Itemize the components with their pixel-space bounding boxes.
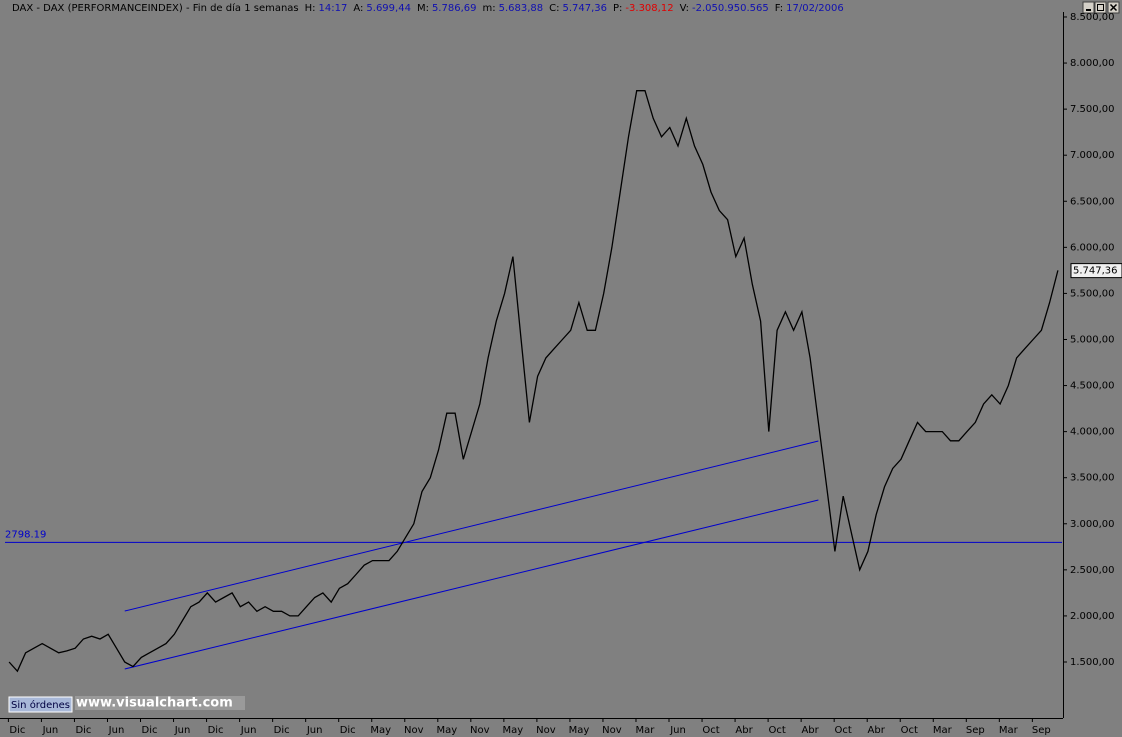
- watermark: www.visualchart.com: [76, 696, 233, 711]
- horizontal-line-label: 2798.19: [5, 529, 46, 540]
- x-tick-label: Dic: [75, 725, 91, 736]
- x-tick-label: Nov: [470, 725, 490, 736]
- x-tick-label: Jun: [174, 725, 191, 736]
- x-tick-label: Nov: [404, 725, 424, 736]
- x-tick-label: Oct: [702, 725, 719, 736]
- y-tick-label: 6.000,00: [1070, 242, 1115, 253]
- header-label: m:: [482, 3, 495, 14]
- y-tick-label: 7.500,00: [1070, 104, 1115, 115]
- y-tick-label: 6.500,00: [1070, 196, 1115, 207]
- x-tick-label: Dic: [274, 725, 290, 736]
- x-tick-label: Nov: [536, 725, 556, 736]
- watermark-box: [75, 696, 245, 710]
- x-tick-label: Abr: [735, 725, 753, 736]
- x-tick-label: Abr: [868, 725, 886, 736]
- header-label: M:: [417, 3, 429, 14]
- x-tick-label: Dic: [9, 725, 25, 736]
- x-tick-label: Jun: [306, 725, 323, 736]
- y-tick-label: 4.500,00: [1070, 381, 1115, 392]
- icon: [1109, 3, 1118, 12]
- icon: [1097, 4, 1104, 11]
- minimize-button[interactable]: [1082, 1, 1095, 14]
- header-label: C:: [549, 3, 559, 14]
- x-tick-label: Oct: [835, 725, 852, 736]
- trendline: [124, 499, 819, 670]
- x-tick-label: Mar: [933, 725, 953, 736]
- y-tick-label: 8.500,00: [1070, 12, 1115, 23]
- y-tick-label: 1.500,00: [1070, 657, 1115, 668]
- window-controls: [1082, 1, 1120, 14]
- last-price-label: 5.747,36: [1073, 266, 1118, 277]
- x-tick-label: May: [436, 725, 457, 736]
- header-label: H:: [305, 3, 316, 14]
- header-title: DAX - DAX (PERFORMANCEINDEX) - Fin de dí…: [12, 2, 299, 14]
- x-tick-label: Sep: [966, 725, 985, 736]
- x-tick-label: May: [503, 725, 524, 736]
- x-tick-label: Oct: [901, 725, 918, 736]
- header-label: V:: [680, 3, 689, 14]
- x-tick-label: Dic: [142, 725, 158, 736]
- x-tick-label: May: [569, 725, 590, 736]
- x-tick-label: May: [370, 725, 391, 736]
- x-tick-label: Oct: [768, 725, 785, 736]
- y-tick-label: 4.000,00: [1070, 427, 1115, 438]
- header: DAX - DAX (PERFORMANCEINDEX) - Fin de dí…: [12, 2, 844, 14]
- trendline: [124, 440, 819, 612]
- y-tick-label: 3.500,00: [1070, 473, 1115, 484]
- x-tick-label: Dic: [340, 725, 356, 736]
- y-tick-label: 8.000,00: [1070, 58, 1115, 69]
- header-value: -3.308,12: [625, 3, 673, 14]
- x-tick-label: Nov: [602, 725, 622, 736]
- x-tick-label: Jun: [669, 725, 686, 736]
- status-box: [8, 696, 73, 713]
- header-value: 5.786,69: [432, 3, 477, 14]
- maximize-button[interactable]: [1094, 1, 1107, 14]
- header-value: -2.050.950.565: [692, 3, 769, 14]
- price-line: [8, 90, 1059, 673]
- header-label: F:: [775, 3, 783, 14]
- x-tick-label: Abr: [801, 725, 819, 736]
- x-tick-label: Dic: [208, 725, 224, 736]
- y-tick-label: 3.000,00: [1070, 519, 1115, 530]
- header-value: 5.683,88: [499, 3, 544, 14]
- header-value: 17/02/2006: [786, 3, 844, 14]
- x-tick-label: Jun: [240, 725, 257, 736]
- header-value: 5.699,44: [366, 3, 411, 14]
- last-price-box: [1070, 263, 1122, 279]
- x-tick-label: Jun: [42, 725, 59, 736]
- y-tick-label: 2.500,00: [1070, 565, 1115, 576]
- y-tick-label: 5.500,00: [1070, 288, 1115, 299]
- status: Sin órdenes: [11, 699, 70, 711]
- y-tick-label: 7.000,00: [1070, 150, 1115, 161]
- header-value: 14:17: [319, 3, 348, 14]
- x-tick-label: Jun: [108, 725, 125, 736]
- x-tick-label: Mar: [999, 725, 1019, 736]
- x-tick-label: Sep: [1032, 725, 1051, 736]
- header-label: P:: [613, 3, 622, 14]
- x-tick-label: Mar: [636, 725, 656, 736]
- y-tick-label: 2.000,00: [1070, 611, 1115, 622]
- header-label: A:: [353, 3, 363, 14]
- y-tick-label: 5.000,00: [1070, 334, 1115, 345]
- header-value: 5.747,36: [562, 3, 607, 14]
